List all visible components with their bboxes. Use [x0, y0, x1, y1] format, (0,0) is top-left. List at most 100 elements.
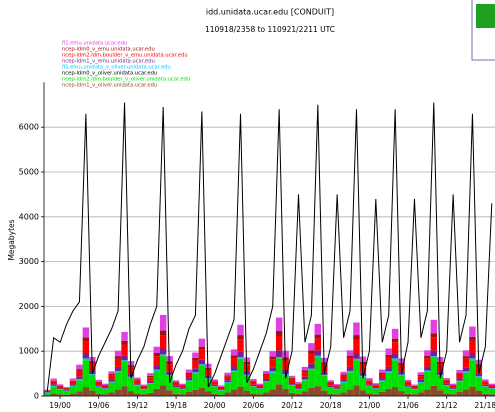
- bar-segment: [482, 393, 489, 396]
- bar-segment: [185, 378, 193, 381]
- bar-segment: [385, 388, 392, 396]
- bar-segment: [366, 384, 373, 386]
- bar-segment: [76, 376, 83, 379]
- bar-segment: [462, 389, 470, 396]
- bar-segment: [101, 387, 109, 389]
- bar-segment: [211, 381, 218, 383]
- legend-entry: ncep-ldm0_v_emu.unidata.ucar.edu: [62, 47, 155, 53]
- bar-segment: [346, 350, 354, 356]
- bar-segment: [469, 352, 476, 359]
- legend-entry: fl1.emu.unidata.ucar.edu: [62, 41, 127, 47]
- bar-segment: [108, 382, 115, 393]
- bar-segment: [134, 385, 141, 394]
- bar-segment: [230, 349, 238, 356]
- bar-segment: [269, 351, 276, 357]
- bar-segment: [147, 373, 154, 376]
- bar-segment: [185, 372, 193, 375]
- bar-segment: [69, 384, 77, 386]
- bar-segment: [263, 392, 270, 396]
- bar-segment: [140, 389, 148, 395]
- bar-segment: [250, 393, 257, 396]
- bar-segment: [314, 350, 322, 356]
- bar-segment: [333, 389, 341, 395]
- bar-segment: [295, 393, 302, 396]
- bar-segment: [288, 385, 296, 393]
- bar-segment: [185, 380, 193, 382]
- bar-segment: [404, 379, 412, 382]
- y-tick-label: 0: [34, 392, 39, 401]
- bar-segment: [469, 326, 476, 337]
- bar-segment: [147, 377, 154, 381]
- bar-segment: [147, 392, 154, 396]
- legend-entry: ncep-ldm0_v_oliver.unidata.ucar.edu: [62, 71, 157, 77]
- bar-segment: [424, 371, 431, 390]
- bar-segment: [340, 371, 347, 375]
- y-tick-label: 3000: [19, 257, 39, 266]
- bar-segment: [56, 386, 64, 389]
- bar-segment: [211, 393, 218, 396]
- bar-segment: [56, 384, 64, 386]
- bar-segment: [488, 387, 495, 389]
- bar-segment: [449, 385, 457, 386]
- bar-segment: [372, 384, 380, 386]
- bar-segment: [134, 393, 141, 396]
- bar-segment: [250, 386, 257, 394]
- bar-segment: [121, 386, 128, 396]
- bar-segment: [372, 387, 380, 389]
- bar-segment: [301, 366, 309, 371]
- bar-segment: [224, 372, 231, 376]
- bar-segment: [366, 380, 373, 382]
- bar-segment: [198, 364, 206, 366]
- bar-segment: [424, 370, 431, 372]
- bar-segment: [198, 387, 206, 396]
- bar-segment: [379, 372, 386, 375]
- bar-segment: [411, 385, 418, 387]
- bar-segment: [147, 383, 154, 384]
- bar-segment: [275, 358, 283, 385]
- bar-segment: [379, 378, 386, 381]
- bar-segment: [456, 374, 463, 379]
- bar-segment: [56, 389, 64, 395]
- legend: fl1.emu.unidata.ucar.eduncep-ldm0_v_emu.…: [62, 41, 190, 89]
- bar-segment: [217, 390, 225, 395]
- bar-segment: [411, 394, 418, 396]
- bar-segment: [424, 366, 431, 371]
- bar-segment: [69, 385, 77, 387]
- bar-segment: [379, 391, 386, 396]
- bar-segment: [333, 394, 341, 396]
- bar-segment: [424, 350, 431, 356]
- bar-segment: [404, 382, 412, 386]
- bar-segment: [417, 383, 425, 393]
- bar-segment: [327, 393, 334, 396]
- bar-segment: [121, 355, 128, 361]
- bar-segment: [95, 393, 102, 396]
- bar-segment: [159, 314, 167, 331]
- bar-segment: [385, 366, 392, 372]
- bar-segment: [147, 383, 154, 393]
- bar-segment: [69, 393, 77, 396]
- bar-segment: [353, 322, 360, 336]
- bar-segment: [314, 386, 322, 396]
- bar-segment: [153, 365, 160, 370]
- bar-segment: [372, 385, 380, 388]
- bar-segment: [340, 392, 347, 396]
- bar-segment: [353, 339, 360, 353]
- bar-segment: [256, 387, 264, 389]
- bar-segment: [108, 381, 115, 383]
- bar-segment: [443, 379, 450, 381]
- bar-segment: [295, 382, 302, 384]
- bar-segment: [250, 381, 257, 385]
- chart-subtitle: 110918/2358 to 110921/2211 UTC: [205, 25, 335, 34]
- bar-segment: [63, 391, 70, 395]
- bar-segment: [185, 381, 193, 392]
- bar-segment: [456, 370, 463, 374]
- bar-segment: [366, 386, 373, 394]
- bar-segment: [153, 356, 160, 366]
- bar-segment: [482, 382, 489, 385]
- bar-segment: [44, 392, 51, 396]
- bar-segment: [462, 372, 470, 390]
- bar-segment: [333, 386, 341, 388]
- bar-segment: [114, 356, 122, 359]
- bar-segment: [456, 391, 463, 396]
